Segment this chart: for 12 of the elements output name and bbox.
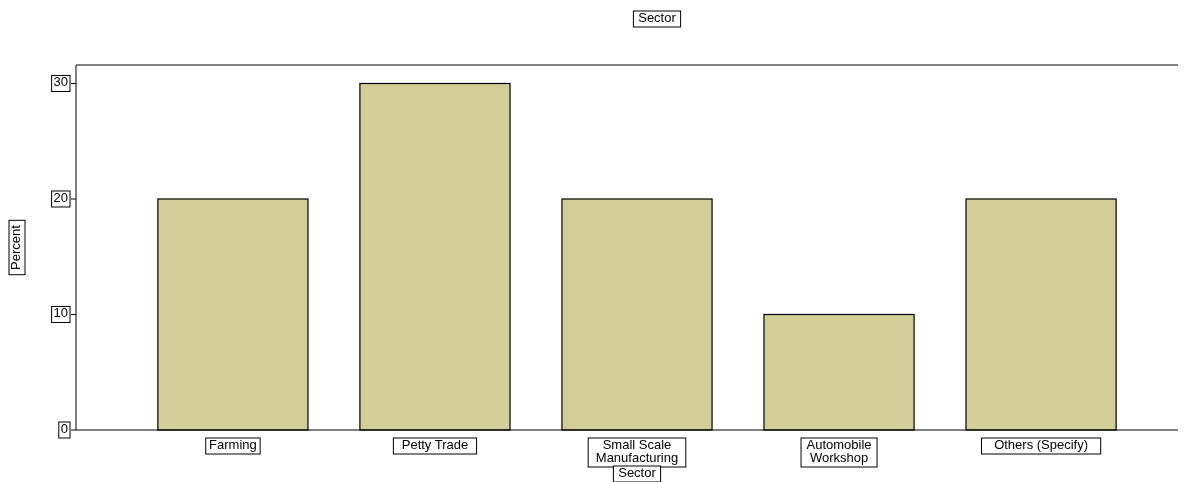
y-axis-title: Percent: [8, 224, 23, 270]
x-axis-title: Sector: [618, 465, 657, 480]
x-tick-label: Petty Trade: [401, 437, 469, 452]
x-tick-label: Others (Specify): [994, 437, 1089, 452]
y-tick-label: 20: [53, 189, 69, 205]
y-tick-label: 30: [53, 74, 69, 90]
x-tick-label: Farming: [209, 437, 257, 452]
chart-title: Sector: [638, 10, 677, 25]
y-tick-label: 0: [60, 421, 69, 436]
y-tick-label: 10: [53, 305, 69, 321]
x-tick-label: Small Scale Manufacturing: [595, 437, 679, 465]
x-tick-label: Automobile Workshop: [806, 437, 872, 465]
